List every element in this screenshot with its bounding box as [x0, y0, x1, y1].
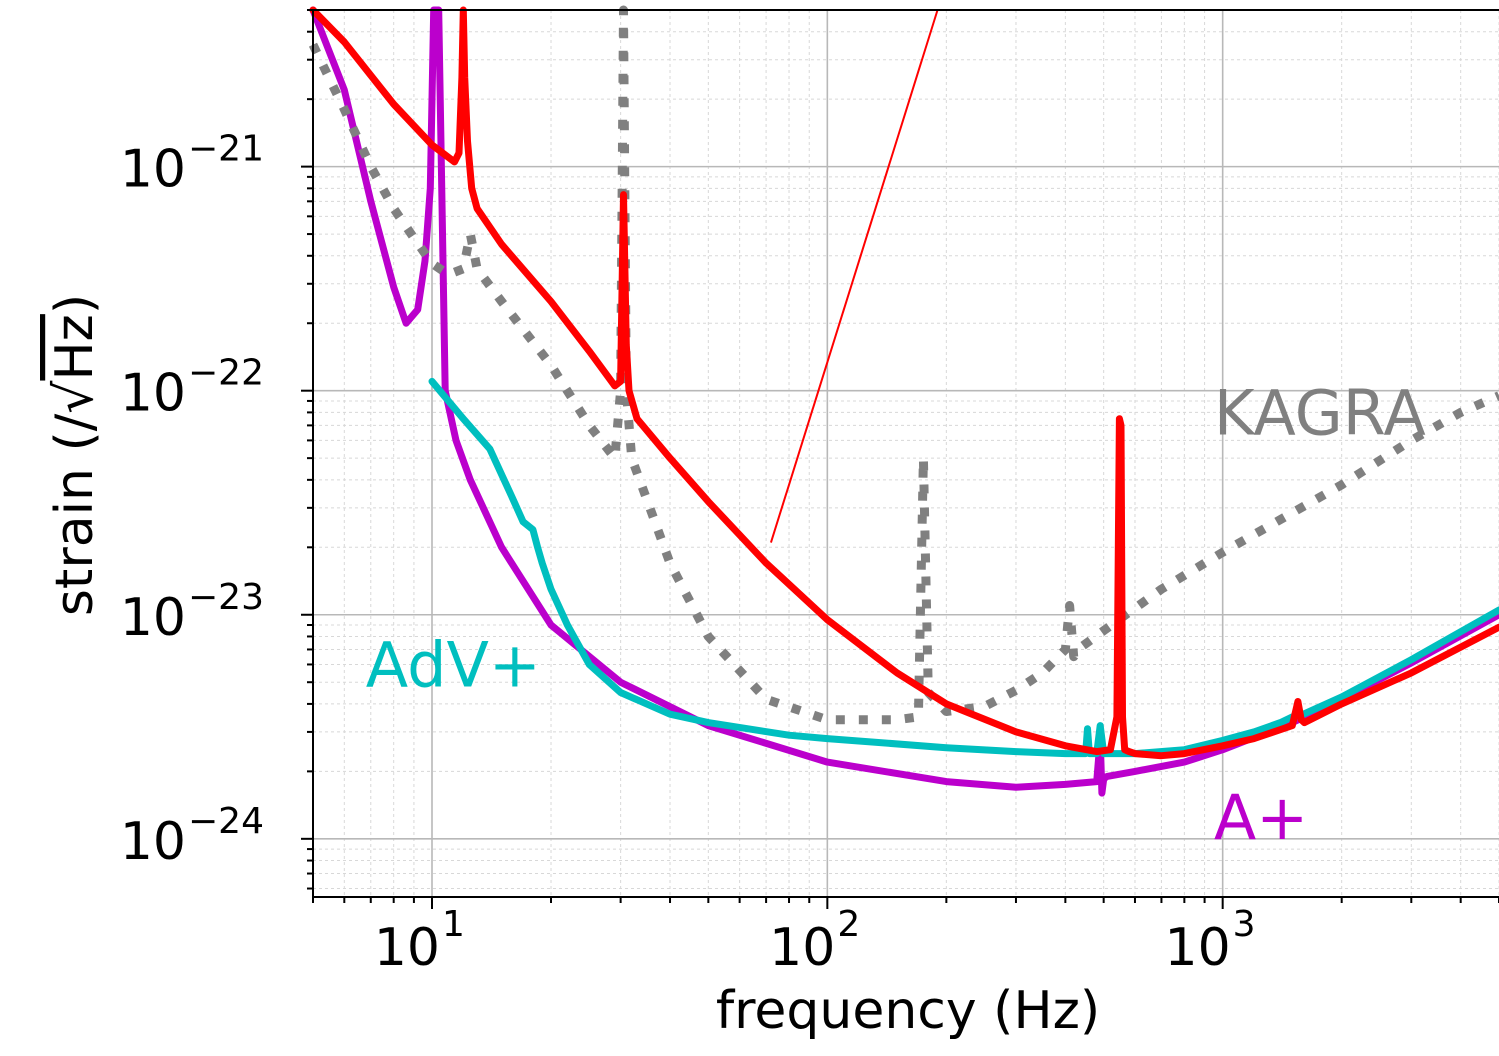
y-tick-label: 10 −22 — [120, 353, 264, 424]
grid — [312, 9, 1499, 897]
x-tick-label: 10 1 — [374, 904, 465, 978]
plot-frame — [301, 9, 1499, 909]
svg-text:1: 1 — [442, 904, 465, 945]
svg-text:−22: −22 — [188, 353, 264, 394]
svg-text:10: 10 — [374, 918, 440, 978]
kagra-curve — [308, 5, 1499, 725]
svg-text:−24: −24 — [188, 801, 264, 842]
series-3-curve — [309, 6, 1499, 760]
svg-text:10: 10 — [120, 140, 186, 200]
y-axis-title: strain (/√Hz) — [45, 294, 105, 616]
svg-text:10: 10 — [769, 918, 835, 978]
adv--label: AdV+ — [366, 628, 541, 701]
svg-text:−23: −23 — [188, 577, 264, 618]
svg-text:3: 3 — [1233, 904, 1256, 945]
svg-text:10: 10 — [1165, 918, 1231, 978]
y-tick-label: 10 −23 — [120, 577, 264, 648]
x-tick-label: 10 2 — [769, 904, 860, 978]
svg-text:10: 10 — [120, 364, 186, 424]
kagra-label: KAGRA — [1214, 376, 1426, 449]
series-labels: KAGRA AdV+ A+ — [366, 376, 1426, 854]
x-axis-title: frequency (Hz) — [716, 981, 1100, 1041]
y-tick-label: 10 −21 — [120, 129, 264, 200]
adv--curve — [428, 377, 1499, 758]
pointer-line — [769, 9, 939, 543]
y-tick-label: 10 −24 — [120, 801, 264, 872]
svg-text:10: 10 — [120, 588, 186, 648]
x-tick-label: 10 3 — [1165, 904, 1256, 978]
series-layer — [308, 5, 1499, 797]
svg-text:10: 10 — [120, 812, 186, 872]
y-axis-unit: Hz — [45, 314, 105, 380]
svg-text:−21: −21 — [188, 129, 264, 170]
svg-text:2: 2 — [837, 904, 860, 945]
a--label: A+ — [1214, 781, 1308, 854]
